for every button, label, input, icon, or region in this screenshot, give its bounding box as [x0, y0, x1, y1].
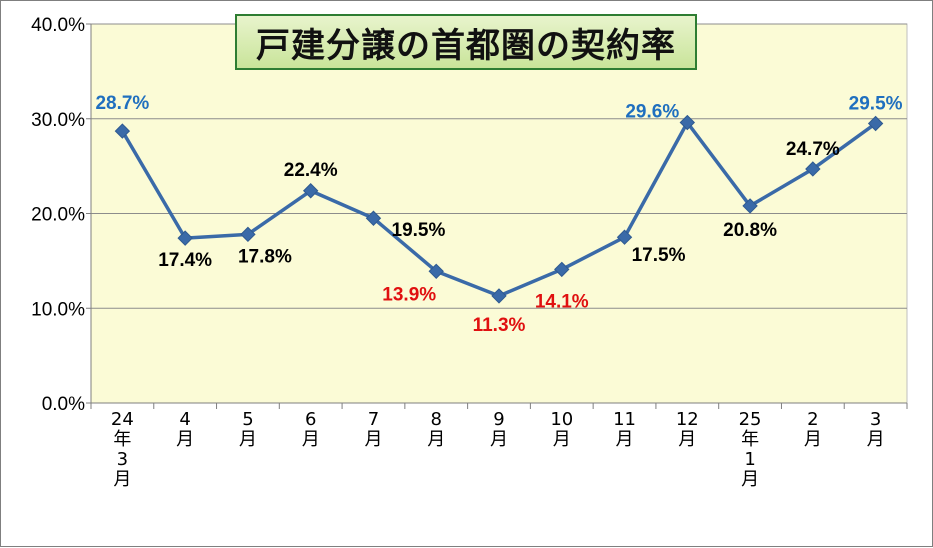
data-point-marker — [491, 288, 507, 304]
y-tick-label: 40.0% — [31, 15, 85, 36]
data-point-marker — [867, 115, 884, 132]
y-tick-label: 0.0% — [42, 394, 85, 415]
data-point-marker — [616, 229, 633, 245]
chart-title-box: 戸建分譲の首都圏の契約率 — [235, 14, 697, 70]
data-label: 14.1% — [535, 291, 589, 312]
data-label: 17.5% — [632, 245, 686, 266]
data-point-marker — [302, 183, 319, 199]
data-label: 17.4% — [158, 250, 212, 271]
y-tick-label: 30.0% — [31, 110, 85, 131]
y-tick-label: 20.0% — [31, 205, 85, 226]
data-point-marker — [114, 123, 131, 139]
data-point-marker — [679, 114, 696, 131]
data-point-marker — [805, 161, 821, 177]
data-label: 11.3% — [473, 315, 526, 336]
x-tick-label: 24 年 3 月 — [111, 409, 134, 490]
x-tick-label: 11 月 — [613, 409, 636, 450]
data-point-marker — [742, 198, 758, 214]
data-label: 19.5% — [392, 220, 446, 241]
data-point-marker — [365, 210, 382, 226]
chart-title: 戸建分譲の首都圏の契約率 — [256, 25, 676, 66]
data-label: 29.6% — [625, 102, 679, 123]
x-tick-label: 12 月 — [676, 409, 699, 450]
data-label: 20.8% — [723, 220, 777, 241]
data-point-marker — [554, 261, 570, 278]
data-label: 29.5% — [849, 93, 903, 114]
y-tick-label: 10.0% — [31, 299, 85, 320]
data-point-marker — [240, 226, 256, 243]
data-label: 13.9% — [382, 284, 436, 305]
data-label: 28.7% — [95, 93, 149, 114]
data-point-marker — [177, 230, 193, 246]
data-label: 24.7% — [786, 139, 840, 160]
data-point-marker — [428, 263, 444, 280]
data-label: 17.8% — [238, 246, 292, 267]
x-tick-label: 10 月 — [550, 409, 573, 450]
data-label: 22.4% — [284, 160, 338, 181]
x-tick-label: 25 年 1 月 — [739, 409, 762, 490]
